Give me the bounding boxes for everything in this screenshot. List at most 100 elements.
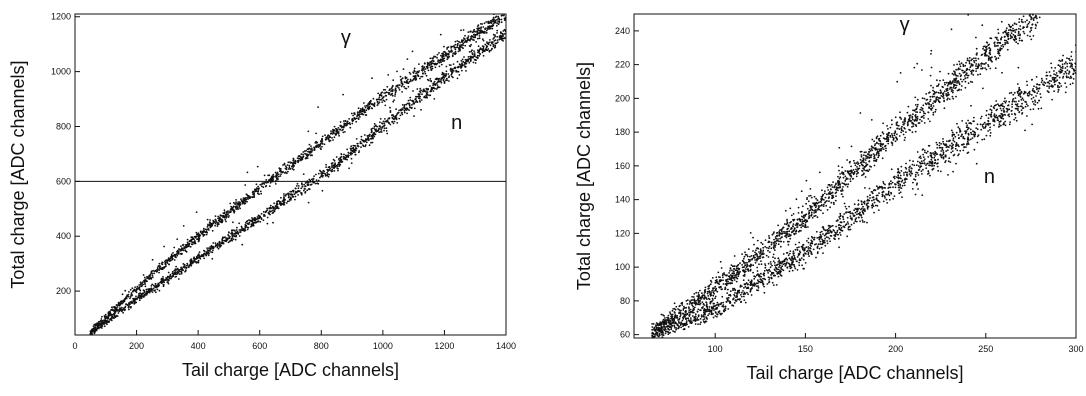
scatter-point (972, 74, 975, 76)
scatter-point (305, 154, 308, 157)
scatter-point (699, 303, 701, 306)
scatter-point (807, 200, 810, 203)
scatter-point (1014, 37, 1017, 40)
scatter-point (332, 139, 334, 141)
scatter-point (838, 169, 840, 172)
scatter-point (361, 112, 364, 115)
scatter-point (120, 306, 123, 309)
scatter-point (238, 235, 241, 237)
scatter-point (144, 283, 147, 286)
scatter-point (1030, 29, 1033, 32)
scatter-point (422, 72, 424, 75)
scatter-point (752, 254, 755, 257)
scatter-point (882, 148, 885, 151)
scatter-point (350, 145, 353, 148)
scatter-point (922, 110, 925, 113)
scatter-point (350, 157, 353, 160)
scatter-point (308, 147, 311, 150)
scatter-point (1005, 42, 1007, 44)
scatter-point (479, 23, 482, 25)
scatter-point (500, 10, 502, 12)
scatter-point (977, 73, 979, 76)
scatter-point (1018, 18, 1021, 20)
scatter-point (155, 270, 158, 273)
outlier-point (139, 289, 142, 292)
scatter-point (185, 246, 188, 249)
scatter-point (275, 203, 278, 206)
scatter-point (108, 313, 110, 316)
scatter-point (386, 85, 389, 88)
scatter-point (450, 74, 453, 76)
scatter-point (463, 56, 465, 58)
scatter-point (957, 89, 960, 92)
scatter-point (494, 39, 497, 41)
scatter-point (142, 283, 145, 286)
scatter-point (275, 175, 277, 177)
scatter-point (311, 149, 314, 151)
outlier-point (467, 35, 470, 37)
scatter-point (193, 235, 196, 238)
scatter-point (1024, 21, 1027, 23)
scatter-point (441, 77, 444, 80)
outlier-point (246, 171, 249, 174)
scatter-point (369, 137, 372, 140)
scatter-point (963, 70, 966, 73)
scatter-point (927, 111, 930, 114)
scatter-point (272, 205, 274, 208)
scatter-point (474, 58, 477, 61)
scatter-point (790, 220, 792, 223)
scatter-point (343, 157, 346, 159)
scatter-point (149, 273, 152, 276)
scatter-point (351, 152, 354, 155)
scatter-point (775, 237, 777, 240)
scatter-point (329, 139, 332, 142)
scatter-point (225, 213, 227, 216)
scatter-point (453, 45, 455, 47)
scatter-point (221, 237, 224, 240)
scatter-point (808, 210, 810, 212)
scatter-point (448, 55, 451, 58)
scatter-point (418, 70, 420, 72)
scatter-point (958, 60, 961, 63)
scatter-point (369, 100, 372, 103)
scatter-point (255, 183, 258, 186)
scatter-point (947, 93, 949, 96)
scatter-point (239, 231, 241, 233)
scatter-point (932, 86, 934, 89)
scatter-point (835, 187, 838, 190)
scatter-point (133, 301, 136, 304)
scatter-point (1026, 26, 1029, 28)
scatter-point (399, 114, 402, 117)
scatter-point (197, 235, 200, 238)
scatter-point (960, 62, 963, 65)
scatter-point (710, 281, 713, 283)
scatter-point (682, 307, 685, 310)
scatter-point (450, 67, 452, 70)
scatter-point (127, 295, 130, 298)
scatter-point (837, 181, 840, 184)
scatter-point (240, 198, 242, 201)
scatter-point (362, 145, 365, 148)
scatter-point (832, 201, 835, 204)
scatter-point (1003, 30, 1006, 33)
scatter-point (376, 101, 379, 103)
scatter-point (138, 292, 141, 295)
scatter-point (147, 291, 150, 294)
scatter-point (291, 167, 294, 170)
scatter-point (1019, 25, 1022, 27)
scatter-point (135, 291, 138, 294)
scatter-point (832, 181, 834, 184)
scatter-point (681, 312, 684, 315)
scatter-point (358, 150, 361, 152)
scatter-point (169, 275, 172, 278)
scatter-point (378, 96, 381, 99)
scatter-point (737, 272, 740, 275)
scatter-point (985, 68, 988, 71)
scatter-point (768, 240, 770, 243)
scatter-point (710, 294, 713, 296)
scatter-point (864, 154, 867, 157)
scatter-point (802, 225, 805, 227)
outlier-point (276, 171, 279, 174)
scatter-point (205, 233, 208, 236)
scatter-point (430, 69, 433, 71)
